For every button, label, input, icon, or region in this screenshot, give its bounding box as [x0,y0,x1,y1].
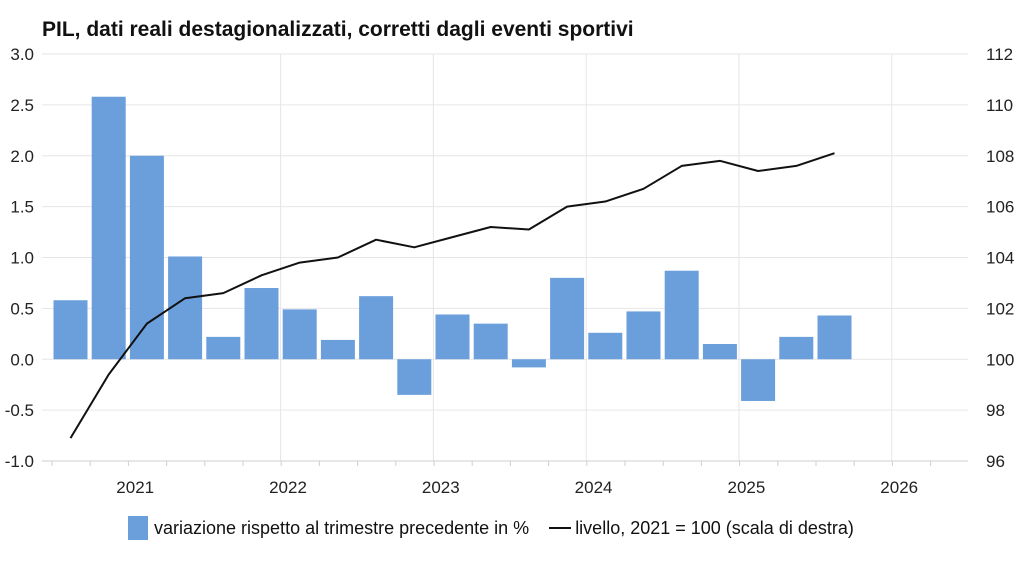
legend-bar-swatch [128,516,148,540]
y-right-tick-label: 104 [986,249,1014,268]
bar [702,343,737,360]
bar [129,155,164,360]
x-tick-label: 2024 [575,478,613,497]
y-left-tick-label: -0.5 [5,401,34,420]
x-tick-label: 2021 [116,478,154,497]
line-series [69,152,835,439]
bar [206,336,241,360]
bar [397,359,432,395]
y-right-tick-label: 96 [986,452,1005,471]
bar [320,339,355,360]
y-right-tick-label: 112 [986,45,1013,64]
y-right-tick-label: 102 [986,299,1014,318]
bar [359,296,394,360]
y-right-tick-label: 110 [986,96,1013,115]
bar [550,277,585,360]
bar [588,332,623,360]
y-left-tick-label: -1.0 [5,452,34,471]
y-left-tick-label: 0.0 [10,350,34,369]
chart-title: PIL, dati reali destagionalizzati, corre… [42,18,634,41]
x-tick-label: 2025 [727,478,765,497]
x-tick-label: 2023 [422,478,460,497]
x-tick-label: 2022 [269,478,307,497]
y-left-tick-label: 2.0 [10,147,34,166]
x-tick-label: 2026 [880,478,918,497]
y-right-tick-label: 106 [986,198,1014,217]
bar [817,315,852,360]
bar [779,336,814,360]
bar [53,300,88,360]
legend-bar-label: variazione rispetto al trimestre precede… [154,517,530,538]
y-left-tick-label: 0.5 [10,299,34,318]
level-line [69,152,835,439]
bar [664,270,699,360]
tick-labels: -1.0 -0.5 0.0 0.5 1.0 1.5 2.0 2.5 3.0 96 98 100 102 1… [5,45,1015,497]
y-right-tick-label: 98 [986,401,1005,420]
bar [511,359,546,368]
bar [168,256,203,360]
y-left-tick-label: 2.5 [10,96,34,115]
y-left-tick-label: 3.0 [10,45,34,64]
legend: variazione rispetto al trimestre precede… [128,516,854,540]
y-left-tick-label: 1.5 [10,198,34,217]
legend-line-label: livello, 2021 = 100 (scala di destra) [575,517,854,538]
y-right-tick-label: 108 [986,147,1014,166]
y-left-tick-label: 1.0 [10,249,34,268]
bar [282,309,317,360]
bar [741,359,776,401]
bar [473,323,508,360]
bar [91,96,126,360]
bar [244,288,279,360]
bar [435,314,470,360]
axes [42,460,968,466]
bar-series [53,96,852,401]
y-right-tick-label: 100 [986,350,1014,369]
bar [626,311,661,360]
legend-line-swatch [549,527,572,529]
